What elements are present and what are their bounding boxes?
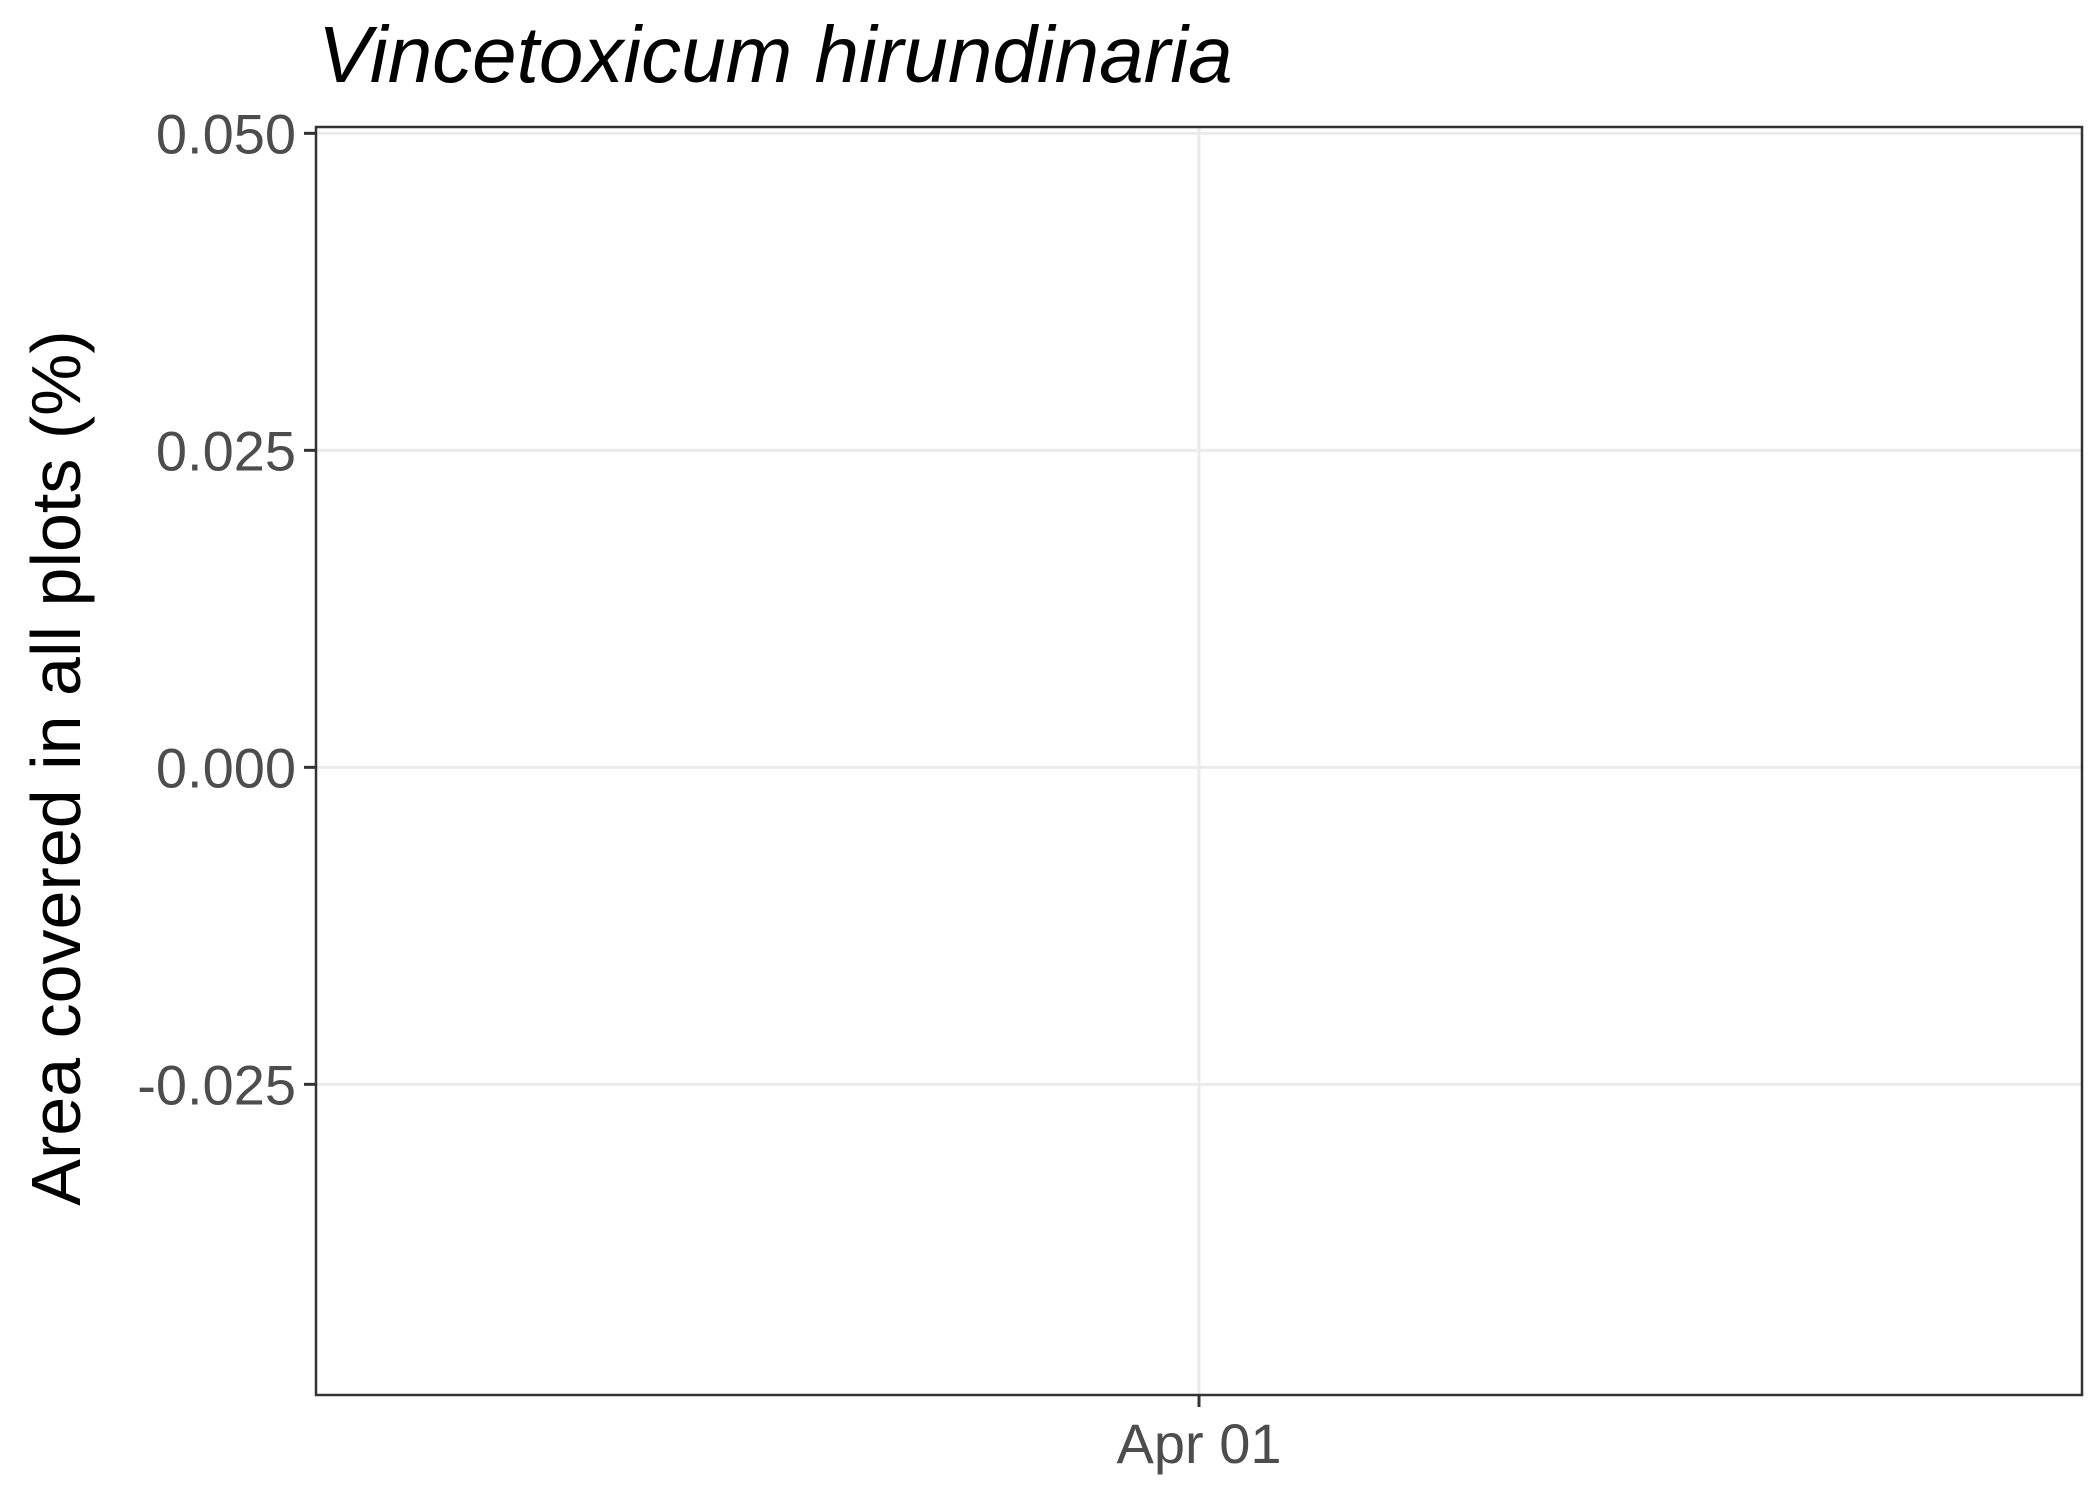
y-tick-label-2: 0.000: [156, 736, 296, 799]
y-tick-label-3: -0.025: [137, 1053, 296, 1116]
x-axis-ticks: Apr 01: [1117, 1395, 1282, 1475]
x-tick-label-0: Apr 01: [1117, 1412, 1282, 1475]
y-tick-label-0: 0.050: [156, 102, 296, 165]
y-tick-label-1: 0.025: [156, 419, 296, 482]
grid-layer: [316, 127, 2082, 1395]
chart-title: Vincetoxicum hirundinaria: [318, 10, 1233, 99]
y-axis-label: Area covered in all plots (%): [17, 330, 95, 1205]
y-axis-ticks: 0.050 0.025 0.000 -0.025: [137, 102, 316, 1116]
